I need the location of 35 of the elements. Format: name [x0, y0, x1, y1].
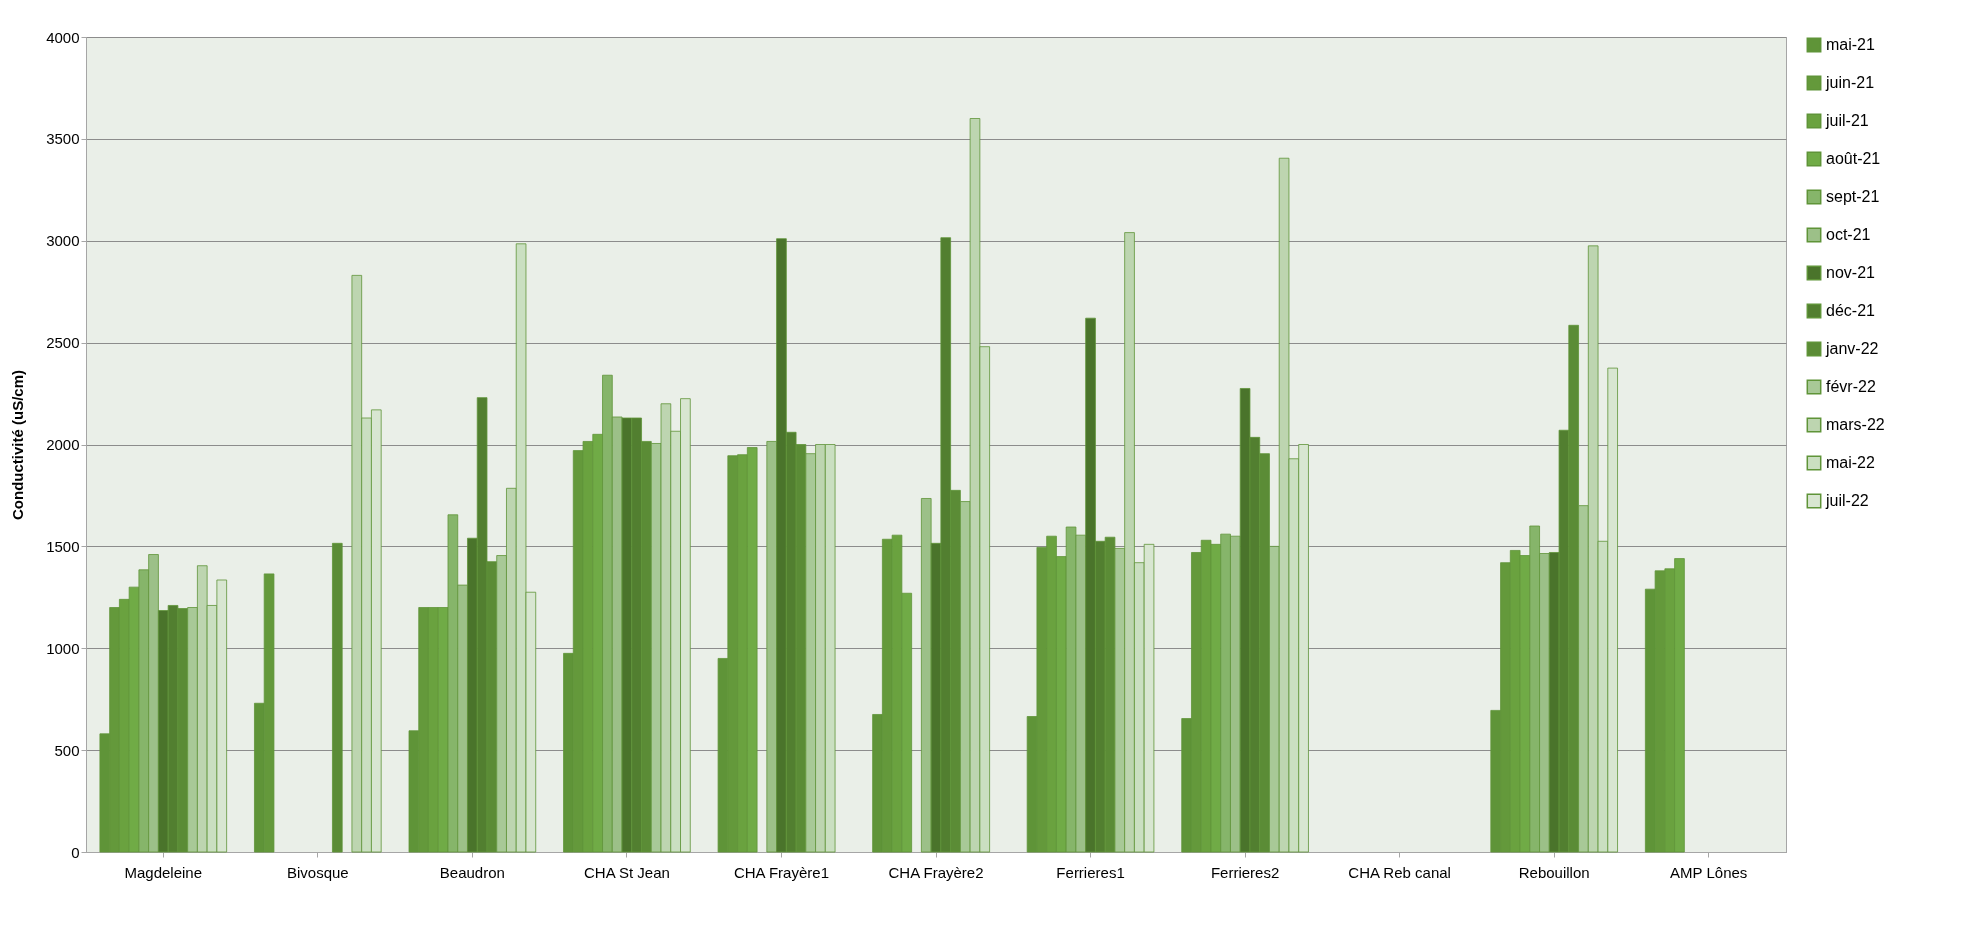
x-tick-label: AMP Lônes [1670, 863, 1748, 881]
y-tick-label: 500 [54, 741, 80, 759]
bar [332, 542, 343, 853]
legend-label: déc-21 [1826, 302, 1876, 319]
y-tick-label: 1000 [46, 639, 80, 657]
legend-label: sept-21 [1826, 188, 1880, 205]
y-tick-label: 3000 [46, 232, 80, 250]
y-tick-label: 1500 [46, 537, 80, 555]
x-tick-label: Ferrieres2 [1210, 863, 1280, 881]
y-tick-label: 0 [71, 843, 80, 861]
x-tick-label: CHA Reb canal [1348, 863, 1451, 881]
x-tick-label: Magdeleine [124, 863, 203, 881]
x-tick-label: CHA Frayère2 [888, 863, 984, 881]
y-tick-label: 2500 [46, 334, 80, 352]
legend-label: juil-22 [1825, 492, 1869, 509]
legend-label: juil-21 [1825, 112, 1869, 129]
legend-label: mai-22 [1826, 454, 1876, 471]
legend-label: oct-21 [1826, 226, 1871, 243]
legend-label: janv-22 [1825, 340, 1879, 357]
legend-label: mars-22 [1826, 416, 1885, 433]
y-tick-label: 4000 [46, 28, 80, 46]
x-tick-label: CHA St Jean [583, 863, 670, 881]
y-tick-label: 2000 [46, 436, 80, 453]
y-tick-label: 3500 [46, 130, 80, 148]
x-tick-label: Beaudron [439, 863, 505, 881]
x-tick-label: Bivosque [286, 863, 349, 881]
x-tick-label: CHA Frayère1 [733, 863, 829, 881]
y-axis-title: Conductivité (uS/cm) [9, 369, 27, 521]
legend-label: mai-21 [1826, 36, 1876, 53]
legend-label: nov-21 [1826, 264, 1876, 281]
legend-label: août-21 [1826, 150, 1881, 167]
x-tick-label: Rebouillon [1518, 863, 1590, 881]
legend-label: févr-22 [1826, 378, 1876, 395]
x-tick-label: Ferrieres1 [1056, 863, 1125, 881]
legend-label: juin-21 [1825, 74, 1875, 91]
